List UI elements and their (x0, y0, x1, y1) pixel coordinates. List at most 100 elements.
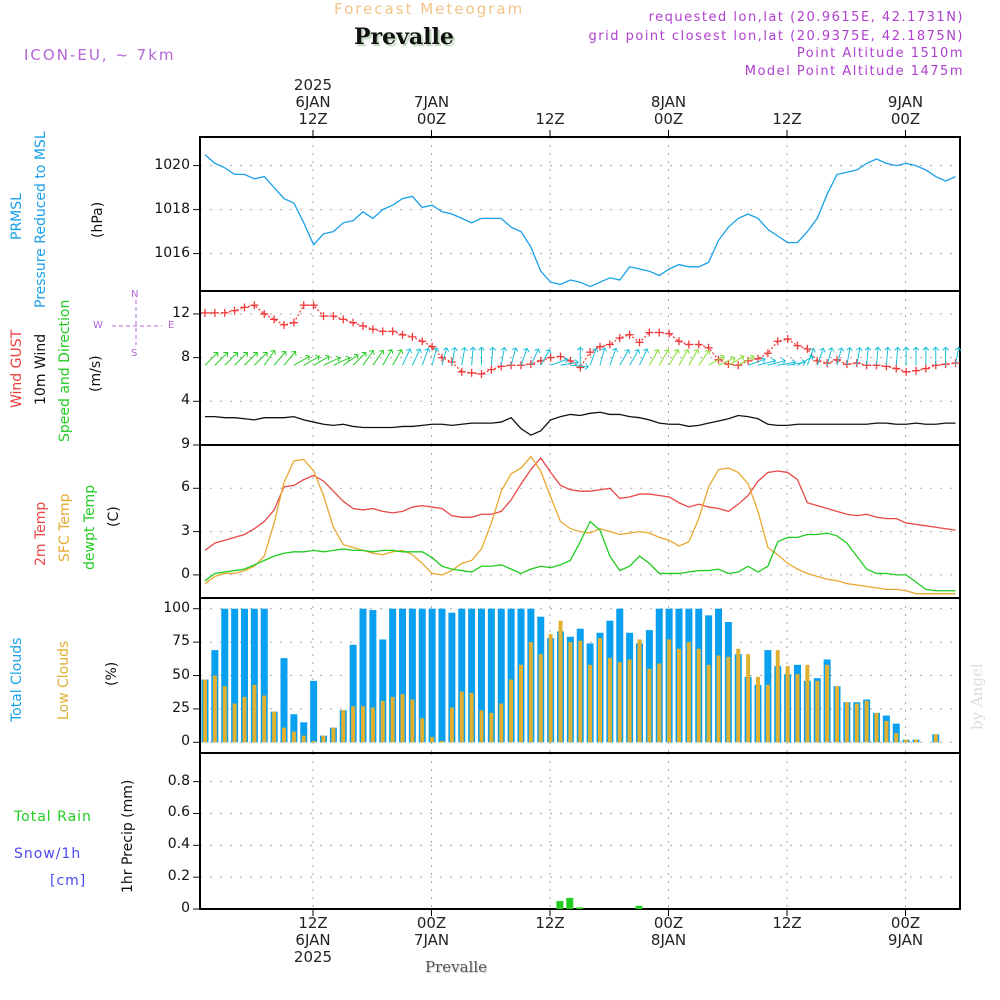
wind-arrow (382, 349, 393, 366)
wind-arrow-head (902, 346, 910, 351)
bar-low-clouds (558, 620, 563, 743)
gust-marker (260, 309, 269, 318)
wind-arrow (411, 348, 421, 366)
precip-bar (556, 901, 564, 909)
bar-low-clouds (449, 707, 454, 743)
wind-arrow (451, 347, 456, 366)
wind-arrow-head (469, 346, 477, 351)
bar-total-clouds (497, 608, 505, 743)
bar-low-clouds (736, 648, 741, 743)
bar-low-clouds (459, 691, 464, 743)
time-tick-label: 7JAN 00Z (397, 77, 467, 128)
wind-arrow (609, 348, 617, 366)
bar-low-clouds (835, 686, 839, 743)
wind-arrow (362, 350, 374, 366)
time-tick-line: 8JAN (650, 93, 687, 111)
time-tick-label: 8JAN 00Z (634, 77, 704, 128)
gust-marker (201, 308, 209, 317)
gust-marker (645, 328, 654, 337)
bar-low-clouds (203, 679, 207, 743)
bar-low-clouds (538, 654, 543, 743)
gust-marker (329, 312, 338, 321)
time-tick-line: 12Z (298, 914, 328, 932)
bar-low-clouds (756, 676, 760, 743)
gust-marker (388, 327, 397, 336)
bar-low-clouds (904, 739, 909, 743)
wind-arrow (885, 347, 889, 366)
y-tick-label: 12 (172, 304, 190, 321)
gust-marker (655, 328, 664, 337)
time-tick-label: 00Z 9JAN (871, 915, 941, 966)
time-tick-line: 00Z (416, 914, 447, 932)
wind-arrow (866, 347, 869, 366)
gust-marker (823, 359, 832, 368)
y-tick-label: 6 (181, 479, 190, 496)
bar-total-clouds (369, 610, 377, 743)
gust-marker (428, 342, 437, 351)
bar-total-clouds (349, 644, 357, 743)
compass-cross (112, 300, 162, 345)
y-tick-label: 100 (163, 599, 190, 616)
wind-arrow (244, 352, 258, 366)
wind-arrow-head (673, 349, 680, 354)
time-tick-line: 12Z (772, 110, 802, 128)
time-tick-line: 9JAN (887, 93, 924, 111)
wind-arrow (757, 360, 776, 366)
time-tick-label: 00Z 7JAN (397, 915, 467, 966)
bar-total-clouds (507, 608, 515, 743)
wind-arrow-head (576, 346, 584, 351)
wind-arrow-head (213, 352, 219, 357)
bar-total-clouds (448, 612, 456, 743)
wind-arrow (846, 347, 851, 366)
bar-low-clouds (252, 684, 257, 743)
wind-arrow (698, 350, 710, 366)
gust-marker (280, 320, 288, 329)
rain-label: Total Rain (14, 809, 92, 825)
wind-arrow-head (808, 354, 814, 361)
series-line-prmsl (204, 154, 956, 288)
wind-arrow-head (424, 347, 431, 353)
time-tick-label: 12Z 6JAN 2025 (278, 915, 348, 966)
time-tick-line: 6JAN (295, 931, 331, 949)
gust-marker (556, 352, 565, 361)
bar-low-clouds (864, 700, 869, 743)
bar-low-clouds (785, 666, 790, 743)
gust-marker (803, 344, 812, 353)
wind-arrow-head (592, 347, 599, 353)
wind-arrow (342, 354, 359, 366)
bar-low-clouds (341, 710, 346, 743)
gust-marker (240, 303, 249, 312)
gust-marker (684, 340, 693, 349)
snow-label: Snow/1h (14, 846, 82, 862)
time-tick-label: 12Z (515, 915, 585, 966)
bar-total-clouds (458, 608, 466, 743)
wind-arrow (570, 364, 589, 368)
bar-low-clouds (884, 720, 889, 743)
wind-arrow (648, 349, 659, 366)
bar-low-clouds (578, 640, 583, 743)
panel-frame (199, 752, 961, 910)
bar-low-clouds (874, 712, 879, 743)
wind-arrow-head (442, 347, 450, 352)
bar-total-clouds (231, 608, 239, 743)
bar-low-clouds (894, 732, 899, 743)
series-line-dewpt-temp (204, 520, 956, 592)
bar-total-clouds (241, 608, 248, 743)
gust-marker (734, 361, 743, 370)
gust-marker (665, 329, 674, 338)
compass-s: S (131, 348, 138, 359)
wind-arrow-head (809, 347, 816, 353)
bar-total-clouds (438, 608, 446, 743)
y-tick-label: 4 (181, 392, 190, 409)
bar-low-clouds (765, 684, 770, 743)
bar-low-clouds (528, 642, 533, 743)
bar-low-clouds (647, 668, 652, 743)
wind-arrow-head (461, 346, 468, 352)
wind-arrow-head (233, 352, 238, 357)
footer-station: Prevalle (425, 958, 488, 976)
wind-arrow-head (378, 349, 385, 355)
wind-arrow-head (270, 349, 276, 355)
y-tick-label: 0 (181, 565, 190, 582)
gust-marker (270, 315, 279, 324)
chart-title: Forecast Meteogram (334, 0, 525, 18)
